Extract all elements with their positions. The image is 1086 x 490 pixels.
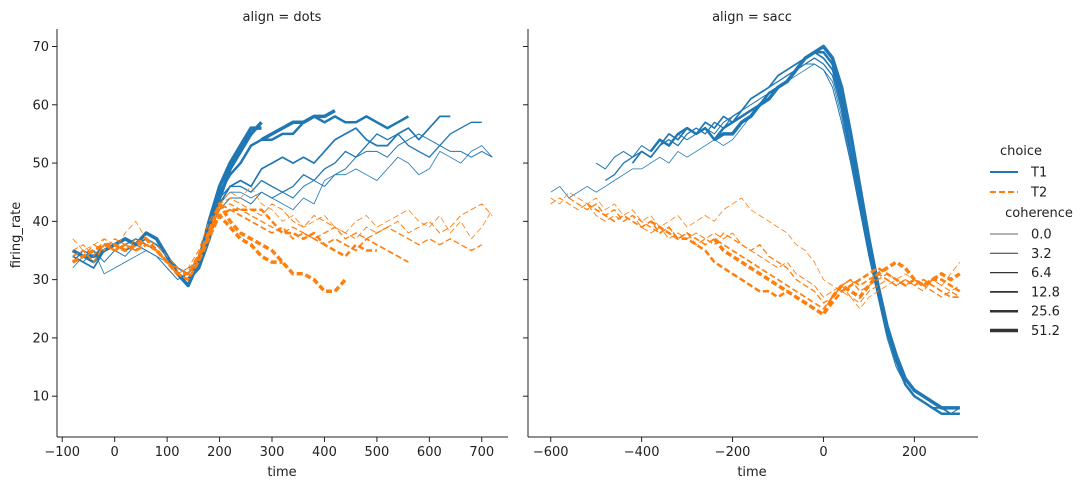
x-axis-label: time xyxy=(267,465,296,480)
panel-title: align = sacc xyxy=(712,10,792,25)
x-tick-label: 500 xyxy=(364,445,389,460)
series-line-t1-coh-3-2 xyxy=(72,133,493,281)
x-tick-label: 700 xyxy=(469,445,494,460)
x-tick-label: 100 xyxy=(155,445,180,460)
x-tick-label: 0 xyxy=(111,445,119,460)
legend-title-coherence: coherence xyxy=(1005,206,1073,221)
series-line-t1-coh-51-2 xyxy=(260,109,336,142)
series-line-t2-coh-25-6 xyxy=(650,220,961,316)
legend-label-t2: T2 xyxy=(1030,186,1047,201)
series-line-t2-coh-0-0 xyxy=(72,186,493,275)
series-line-t2-coh-12-8 xyxy=(586,203,960,310)
y-tick-label: 40 xyxy=(32,215,49,230)
legend-title-choice: choice xyxy=(1000,144,1042,159)
legend-label-coherence: 25.6 xyxy=(1031,305,1060,320)
x-tick-label: −100 xyxy=(44,445,80,460)
y-tick-label: 70 xyxy=(32,40,49,55)
panel-align-dots: align = dots firing_rate time 10 20 30 40 50… xyxy=(9,10,508,480)
y-tick-label: 10 xyxy=(32,390,49,405)
legend-label-t1: T1 xyxy=(1030,166,1047,181)
series-lines xyxy=(71,109,493,294)
legend-label-coherence: 51.2 xyxy=(1031,324,1060,339)
x-tick-label: 300 xyxy=(260,445,285,460)
x-tick-label: 600 xyxy=(417,445,442,460)
panel-align-sacc: align = sacc time −600 −400 −200 0 200 xyxy=(523,10,978,480)
y-tick-label: 20 xyxy=(32,331,49,346)
panel-title: align = dots xyxy=(243,10,322,25)
x-axis-label: time xyxy=(737,465,766,480)
x-tick-label: 200 xyxy=(902,445,927,460)
series-line-t1-coh-12-8 xyxy=(631,51,960,415)
legend-label-coherence: 3.2 xyxy=(1031,247,1052,262)
legend: choice coherence T1 T2 0.0 3.2 6.4 12.8 25.6 51… xyxy=(990,144,1073,339)
x-tick-label: 400 xyxy=(312,445,337,460)
legend-label-coherence: 0.0 xyxy=(1031,228,1052,243)
series-line-t2-coh-51-2 xyxy=(713,237,961,317)
series-lines xyxy=(550,44,961,415)
y-tick-label: 30 xyxy=(32,273,49,288)
y-axis-label: firing_rate xyxy=(9,202,24,269)
x-tick-label: −400 xyxy=(624,445,660,460)
x-tick-label: −600 xyxy=(533,445,569,460)
series-line-t2-coh-0-0 xyxy=(550,191,961,310)
series-line-t2-coh-3-2 xyxy=(550,197,961,304)
series-line-t1-coh-51-2 xyxy=(186,121,263,281)
series-line-t1-coh-6-4 xyxy=(604,57,960,409)
series-line-t2-coh-6-4 xyxy=(568,197,961,304)
series-line-t2-coh-6-4 xyxy=(72,203,483,275)
series-line-t1-coh-51-2 xyxy=(713,44,960,410)
series-line-t2-coh-51-2 xyxy=(207,213,283,264)
x-tick-label: 0 xyxy=(819,445,827,460)
series-line-t1-coh-3-2 xyxy=(595,63,961,415)
series-line-t2-coh-51-2 xyxy=(71,202,347,294)
legend-label-coherence: 6.4 xyxy=(1031,266,1052,281)
x-tick-label: 200 xyxy=(207,445,232,460)
y-tick-label: 60 xyxy=(32,98,49,113)
y-tick-label: 50 xyxy=(32,157,49,172)
x-tick-label: −200 xyxy=(715,445,751,460)
series-line-t1-coh-0-0 xyxy=(72,145,493,275)
legend-label-coherence: 12.8 xyxy=(1031,285,1060,300)
